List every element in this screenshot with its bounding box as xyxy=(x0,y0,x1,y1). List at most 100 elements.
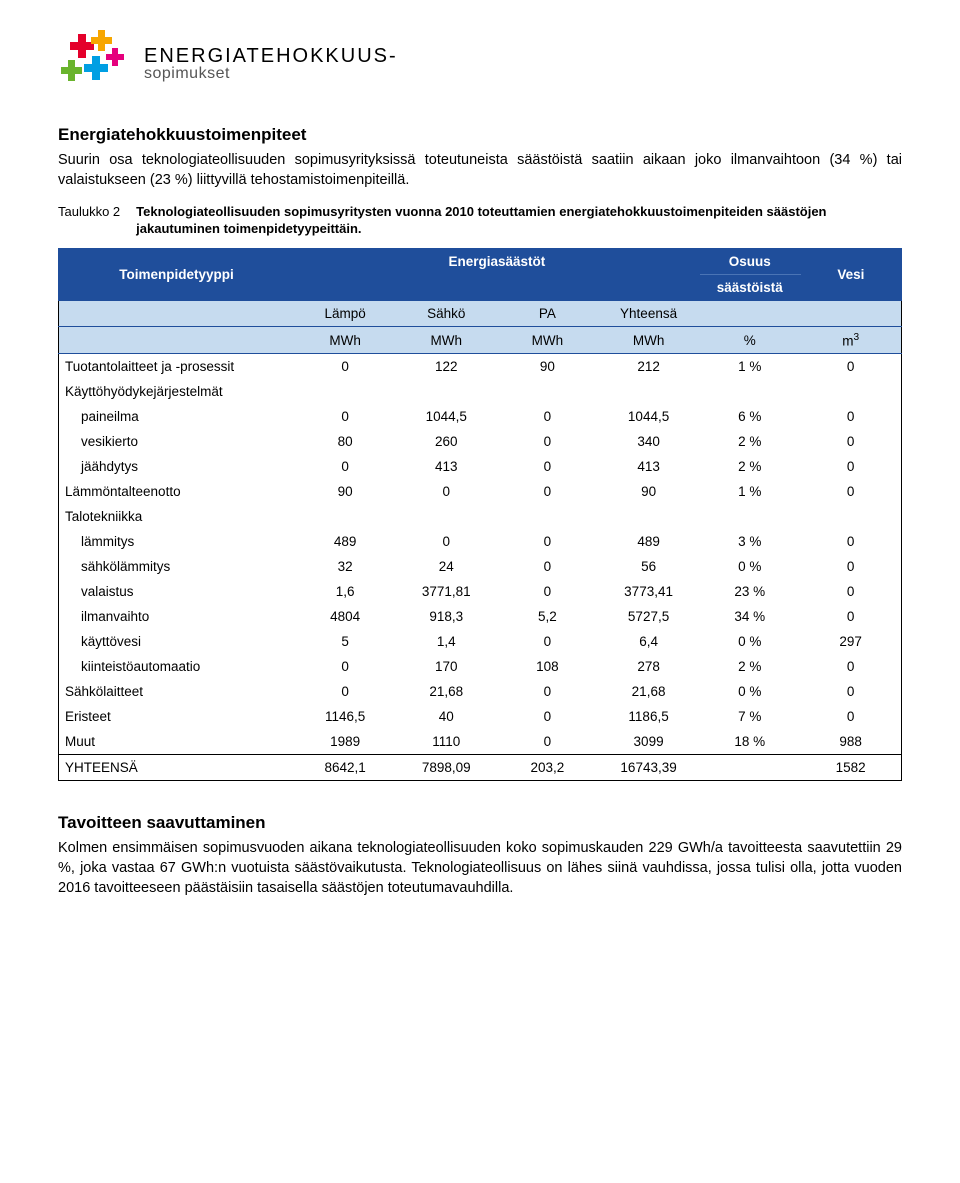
row-cell: 1582 xyxy=(800,755,901,781)
row-cell: 0 xyxy=(497,454,598,479)
row-label: käyttövesi xyxy=(59,629,295,654)
row-cell: 0 xyxy=(396,529,497,554)
row-cell: 1 % xyxy=(699,354,800,380)
row-label: paineilma xyxy=(59,404,295,429)
row-cell: 90 xyxy=(598,479,699,504)
row-label: Tuotantolaitteet ja -prosessit xyxy=(59,354,295,380)
row-label: lämmitys xyxy=(59,529,295,554)
brand-main: ENERGIATEHOKKUUS- xyxy=(144,46,398,66)
table-row: Sähkölaitteet021,68021,680 %0 xyxy=(59,679,902,704)
row-cell: 0 xyxy=(800,679,901,704)
row-cell: 0 xyxy=(295,654,396,679)
row-cell: 1110 xyxy=(396,729,497,755)
row-cell: 0 xyxy=(800,529,901,554)
row-cell: 1146,5 xyxy=(295,704,396,729)
row-cell: 0 xyxy=(396,479,497,504)
row-label: kiinteistöautomaatio xyxy=(59,654,295,679)
row-cell: 23 % xyxy=(699,579,800,604)
row-cell: 212 xyxy=(598,354,699,380)
row-cell: 1,4 xyxy=(396,629,497,654)
table-row: lämmitys489004893 %0 xyxy=(59,529,902,554)
brand-header: ENERGIATEHOKKUUS- sopimukset xyxy=(58,28,902,99)
row-label: valaistus xyxy=(59,579,295,604)
table-row: kiinteistöautomaatio01701082782 %0 xyxy=(59,654,902,679)
row-cell: 5 xyxy=(295,629,396,654)
hdr-unit-mwh1: MWh xyxy=(295,326,396,354)
row-cell: 24 xyxy=(396,554,497,579)
table-caption-text: Teknologiateollisuuden sopimusyritysten … xyxy=(136,204,902,238)
row-cell: 0 xyxy=(497,479,598,504)
section1-body: Suurin osa teknologiateollisuuden sopimu… xyxy=(58,151,902,190)
table-row-total: YHTEENSÄ8642,17898,09203,216743,391582 xyxy=(59,755,902,781)
row-cell: 413 xyxy=(396,454,497,479)
row-cell: 0 xyxy=(800,579,901,604)
row-cell: 0 xyxy=(497,679,598,704)
row-cell: 7 % xyxy=(699,704,800,729)
hdr-sub-blank xyxy=(59,300,295,326)
hdr-sub-lampo: Lämpö xyxy=(295,300,396,326)
row-cell: 0 % xyxy=(699,679,800,704)
row-cell: 3771,81 xyxy=(396,579,497,604)
row-label: ilmanvaihto xyxy=(59,604,295,629)
row-cell: 40 xyxy=(396,704,497,729)
row-cell: 278 xyxy=(598,654,699,679)
row-cell: 0 % xyxy=(699,629,800,654)
table-row: paineilma01044,501044,56 %0 xyxy=(59,404,902,429)
row-cell: 3099 xyxy=(598,729,699,755)
row-cell: 0 xyxy=(295,679,396,704)
table-caption-label: Taulukko 2 xyxy=(58,204,120,238)
row-cell: 5727,5 xyxy=(598,604,699,629)
row-cell: 0 xyxy=(497,529,598,554)
row-cell: 90 xyxy=(497,354,598,380)
hdr-toimenpidetyyppi: Toimenpidetyyppi xyxy=(59,248,295,300)
row-cell: 1,6 xyxy=(295,579,396,604)
hdr-unit-mwh3: MWh xyxy=(497,326,598,354)
row-cell xyxy=(295,379,396,404)
hdr-sub-blank2 xyxy=(699,300,800,326)
hdr-sub-pa: PA xyxy=(497,300,598,326)
table-row: jäähdytys041304132 %0 xyxy=(59,454,902,479)
row-cell: 56 xyxy=(598,554,699,579)
section2-body: Kolmen ensimmäisen sopimusvuoden aikana … xyxy=(58,839,902,898)
row-cell: 170 xyxy=(396,654,497,679)
row-cell xyxy=(396,504,497,529)
row-label: vesikierto xyxy=(59,429,295,454)
row-cell: 489 xyxy=(295,529,396,554)
hdr-unit-mwh4: MWh xyxy=(598,326,699,354)
row-cell xyxy=(598,504,699,529)
row-cell xyxy=(800,379,901,404)
row-cell: 6 % xyxy=(699,404,800,429)
hdr-vesi: Vesi xyxy=(800,248,901,300)
row-cell: 0 xyxy=(800,429,901,454)
row-cell: 34 % xyxy=(699,604,800,629)
row-cell xyxy=(295,504,396,529)
row-cell: 0 xyxy=(497,404,598,429)
row-cell: 5,2 xyxy=(497,604,598,629)
row-label: Talotekniikka xyxy=(59,504,295,529)
row-cell: 0 xyxy=(295,354,396,380)
table-row: sähkölämmitys32240560 %0 xyxy=(59,554,902,579)
row-cell: 18 % xyxy=(699,729,800,755)
row-label: Käyttöhyödykejärjestelmät xyxy=(59,379,295,404)
row-cell: 2 % xyxy=(699,429,800,454)
row-cell: 80 xyxy=(295,429,396,454)
row-cell: 90 xyxy=(295,479,396,504)
table-body: Tuotantolaitteet ja -prosessit0122902121… xyxy=(59,354,902,781)
table-header-top: Toimenpidetyyppi Energiasäästöt Osuus Ve… xyxy=(59,248,902,274)
table-row: vesikierto8026003402 %0 xyxy=(59,429,902,454)
row-cell: 21,68 xyxy=(598,679,699,704)
section2-title: Tavoitteen saavuttaminen xyxy=(58,813,902,833)
row-cell xyxy=(598,379,699,404)
row-cell: 0 xyxy=(800,454,901,479)
row-cell: 0 xyxy=(800,404,901,429)
table-row: käyttövesi51,406,40 %297 xyxy=(59,629,902,654)
row-cell: 297 xyxy=(800,629,901,654)
table-row: Tuotantolaitteet ja -prosessit0122902121… xyxy=(59,354,902,380)
row-cell: 1044,5 xyxy=(598,404,699,429)
row-cell: 413 xyxy=(598,454,699,479)
row-cell xyxy=(497,379,598,404)
logo-icon xyxy=(58,28,136,99)
table-row: Käyttöhyödykejärjestelmät xyxy=(59,379,902,404)
row-cell: 0 xyxy=(800,604,901,629)
row-cell: 0 xyxy=(295,404,396,429)
